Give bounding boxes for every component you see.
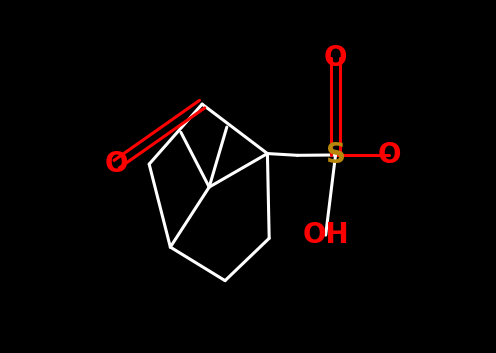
Text: O: O [377, 141, 401, 169]
Text: O: O [324, 44, 347, 72]
Text: S: S [325, 141, 346, 169]
Text: OH: OH [303, 221, 349, 249]
Text: O: O [105, 150, 128, 178]
